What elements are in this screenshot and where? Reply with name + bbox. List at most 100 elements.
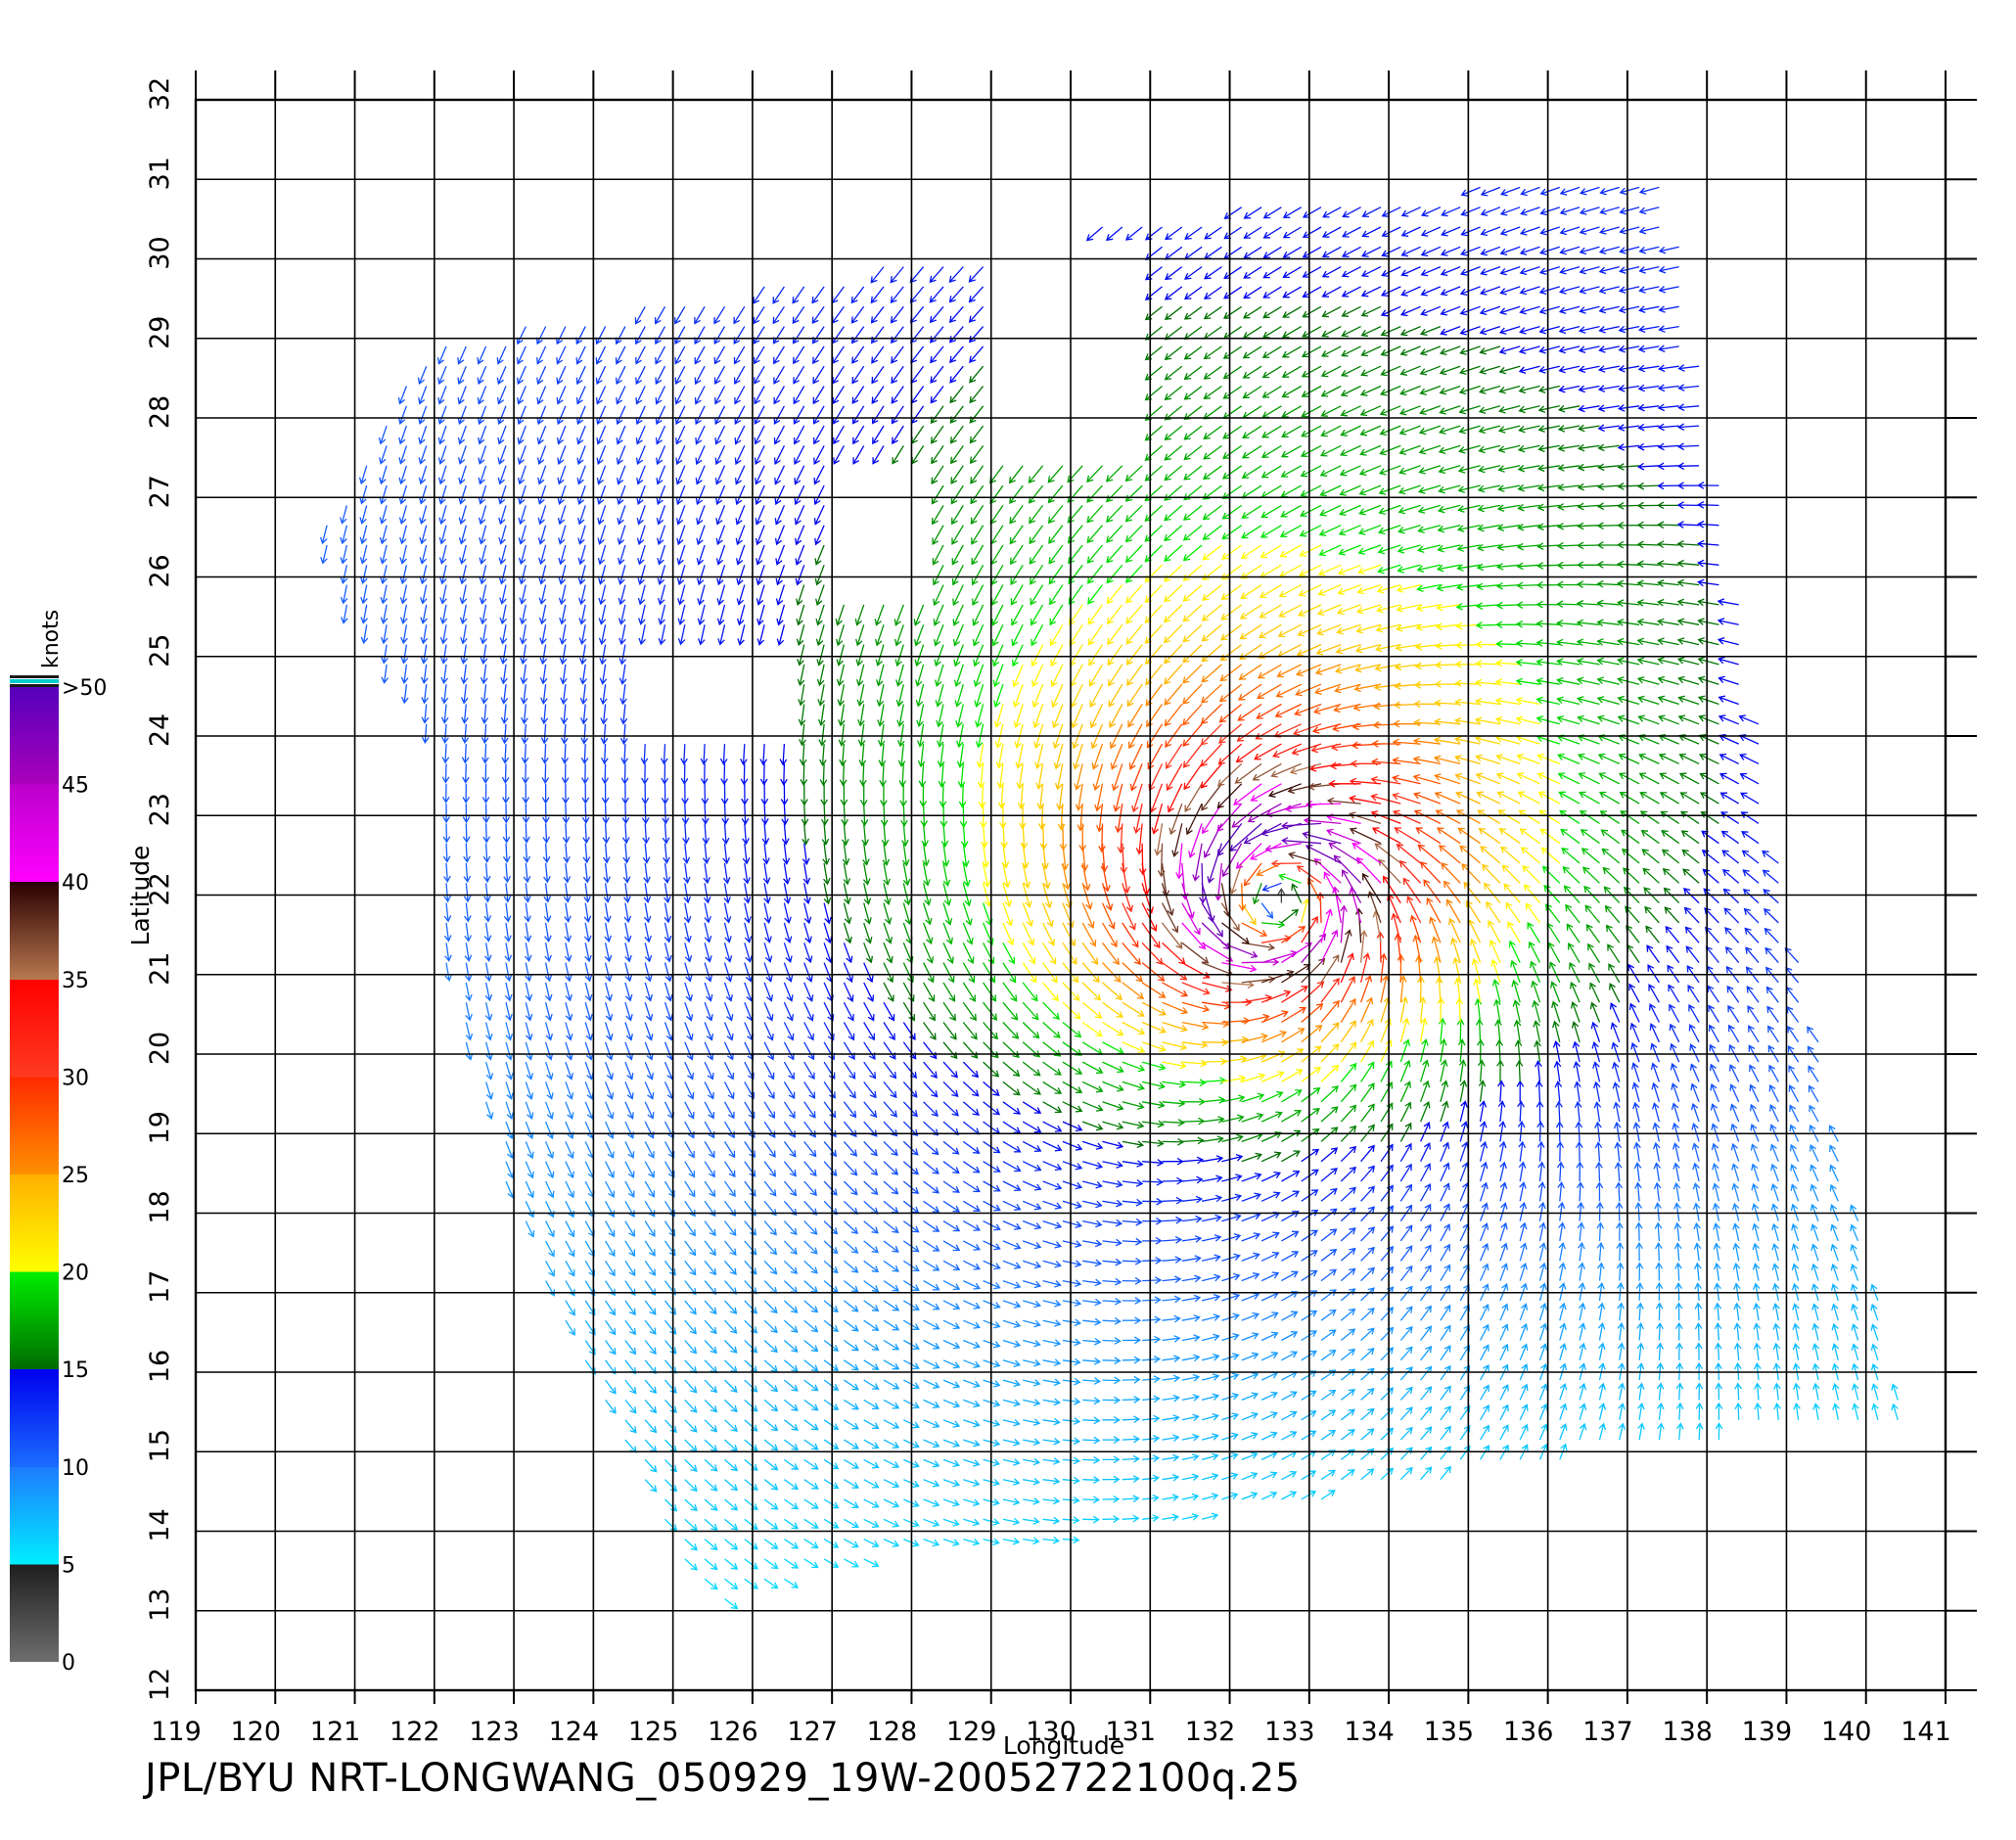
wind-vector — [1214, 862, 1223, 901]
wind-vector — [641, 783, 650, 805]
wind-vector — [1260, 1191, 1281, 1202]
wind-vector — [763, 1439, 779, 1451]
wind-vector — [1418, 444, 1442, 455]
wind-vector — [1002, 1161, 1022, 1173]
wind-vector — [1718, 753, 1739, 764]
wind-vector — [1546, 922, 1561, 943]
wind-vector — [624, 1439, 637, 1453]
wind-vector — [1714, 1322, 1722, 1341]
wind-vector — [1645, 925, 1660, 943]
wind-vector — [704, 1498, 718, 1511]
wind-vector — [714, 445, 726, 466]
wind-vector — [1680, 810, 1700, 824]
wind-vector — [942, 1240, 961, 1252]
wind-vector — [539, 624, 547, 645]
wind-vector — [1260, 1172, 1282, 1182]
wind-vector — [580, 704, 588, 725]
wind-vector — [644, 1081, 655, 1100]
wind-vector — [1042, 1319, 1062, 1327]
wind-vector — [942, 1300, 961, 1311]
wind-vector — [1516, 581, 1540, 590]
wind-vector — [704, 1340, 717, 1355]
wind-vector — [1579, 791, 1600, 805]
wind-vector — [1718, 695, 1739, 706]
wind-vector — [1057, 804, 1066, 831]
wind-vector — [684, 1022, 694, 1041]
wind-vector — [921, 823, 929, 848]
wind-vector — [1106, 584, 1123, 605]
wind-vector — [1636, 579, 1660, 587]
wind-vector — [682, 823, 690, 845]
wind-vector — [1397, 504, 1421, 515]
wind-vector — [704, 1558, 718, 1571]
wind-vector — [496, 386, 507, 405]
wind-vector — [1791, 1243, 1800, 1262]
wind-vector — [902, 1101, 918, 1118]
wind-vector — [1164, 286, 1183, 300]
wind-vector — [663, 862, 671, 885]
wind-vector — [503, 862, 511, 884]
wind-vector — [1697, 520, 1719, 529]
wind-vector — [1499, 207, 1521, 216]
wind-vector — [1597, 1322, 1606, 1341]
wind-vector — [863, 1399, 880, 1409]
wind-vector — [1750, 1143, 1760, 1162]
wind-vector — [1164, 345, 1183, 360]
wind-vector — [863, 1260, 880, 1273]
wind-vector — [784, 1419, 799, 1431]
wind-vector — [1420, 1183, 1432, 1202]
wind-vector — [968, 326, 985, 344]
wind-vector — [1515, 697, 1540, 706]
wind-vector — [942, 1518, 960, 1527]
wind-vector — [1450, 937, 1461, 963]
wind-vector — [1339, 465, 1361, 477]
wind-vector — [558, 544, 567, 566]
wind-vector — [1023, 1438, 1041, 1447]
wind-vector — [774, 525, 786, 546]
wind-vector — [1029, 544, 1044, 565]
wind-vector — [1497, 425, 1521, 434]
wind-vector — [1683, 906, 1700, 924]
wind-vector — [1721, 850, 1740, 864]
wind-vector — [537, 525, 547, 545]
wind-vector — [1519, 246, 1540, 255]
wind-vector — [1649, 1023, 1660, 1043]
wind-vector — [1519, 226, 1540, 236]
wind-vector — [763, 1539, 779, 1549]
wind-vector — [520, 684, 528, 705]
wind-vector — [1077, 804, 1085, 832]
wind-vector — [1436, 603, 1461, 612]
wind-vector — [800, 763, 808, 787]
wind-vector — [1301, 981, 1325, 1003]
colorbar-tick-label: 45 — [62, 774, 89, 799]
wind-vector — [1656, 1321, 1664, 1341]
wind-vector — [439, 584, 447, 605]
wind-vector — [784, 1498, 800, 1510]
wind-vector — [724, 1399, 738, 1413]
wind-vector — [481, 723, 489, 745]
wind-vector — [1604, 904, 1621, 924]
wind-vector — [420, 604, 428, 624]
wind-vector — [1399, 1183, 1413, 1202]
wind-vector — [1107, 623, 1123, 646]
wind-vector — [582, 843, 591, 864]
wind-vector — [784, 1578, 800, 1588]
wind-vector — [1380, 1326, 1395, 1341]
wind-vector — [1610, 1022, 1621, 1043]
wind-vector — [763, 1101, 775, 1120]
wind-vector — [419, 505, 428, 526]
wind-vector — [773, 425, 785, 445]
wind-vector — [580, 723, 589, 745]
colorbar-top-stripe-2 — [10, 679, 59, 683]
wind-vector — [1035, 763, 1044, 790]
wind-vector — [1769, 1143, 1779, 1162]
wind-vector — [1010, 584, 1024, 606]
wind-vector — [1359, 425, 1382, 437]
wind-vector — [1810, 1164, 1819, 1182]
wind-vector — [457, 365, 467, 386]
wind-vector — [1181, 1097, 1206, 1106]
wind-vector — [914, 644, 925, 667]
wind-vector — [734, 386, 746, 405]
wind-vector — [957, 763, 966, 789]
wind-vector — [1517, 483, 1540, 492]
